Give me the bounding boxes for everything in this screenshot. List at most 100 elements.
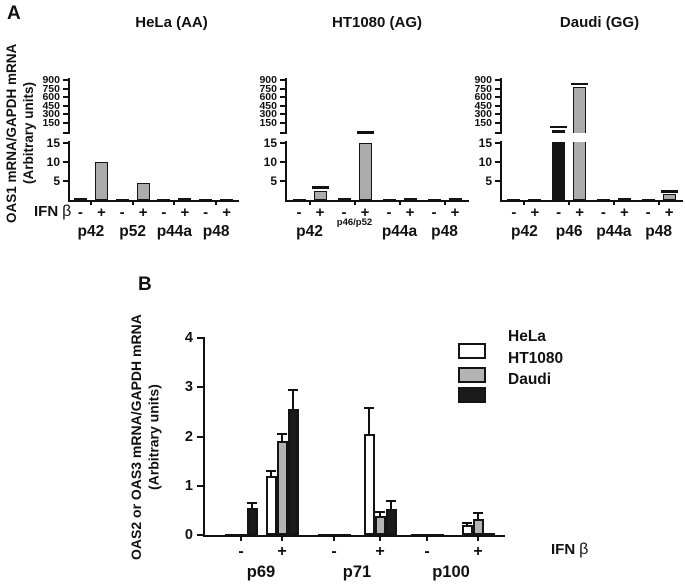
condition-label: + bbox=[450, 204, 460, 221]
error-bar-line bbox=[270, 471, 272, 479]
y-tick-mark bbox=[197, 484, 203, 487]
bar-plus bbox=[313, 190, 327, 200]
bar-plus bbox=[448, 198, 462, 200]
error-bar-cap bbox=[375, 511, 385, 514]
group-label: p48 bbox=[431, 223, 458, 240]
y-tick-mark bbox=[197, 435, 203, 438]
y-axis-break-end-tick bbox=[495, 131, 500, 134]
y-tick-mark bbox=[197, 337, 203, 339]
y-tick-mark bbox=[280, 161, 285, 163]
x-tick-mark bbox=[477, 537, 479, 541]
y-axis-break-end-tick bbox=[280, 131, 285, 134]
category-label: p71 bbox=[342, 563, 372, 581]
y-tick-mark bbox=[495, 142, 500, 144]
y-tick-mark bbox=[63, 79, 68, 81]
condition-label: - bbox=[331, 543, 337, 560]
panel-b-y-axis-label-line1: OAS2 or OAS3 mRNA/GAPDH mRNA bbox=[128, 314, 144, 560]
beta-symbol: β bbox=[579, 541, 589, 558]
group-label: p44a bbox=[156, 223, 193, 240]
x-tick-mark bbox=[657, 202, 660, 205]
bar-plus bbox=[358, 143, 372, 200]
panel-a-y-axis-label-line1: OAS1 mRNA/GAPDH mRNA bbox=[4, 43, 19, 223]
bar-hela bbox=[461, 525, 473, 535]
y-tick-label-lower: 15 bbox=[478, 136, 492, 150]
panel-a-ifn-beta-label: IFN β bbox=[34, 203, 71, 221]
y-axis-upper-segment bbox=[500, 78, 502, 134]
bar-ht1080 bbox=[472, 518, 484, 535]
y-tick-mark bbox=[495, 79, 500, 81]
x-tick-mark bbox=[131, 202, 134, 205]
bar-minus bbox=[552, 130, 566, 200]
error-bar-cap bbox=[462, 521, 472, 524]
y-tick-mark bbox=[495, 96, 500, 98]
y-tick-label-upper: 300 bbox=[474, 108, 492, 120]
group-label: p42 bbox=[77, 223, 105, 240]
panel-a-chart-ht1080: HT1080 (AG) 900 750 600 450 300 150 15 10 5- + p42-… bbox=[249, 10, 469, 247]
bar-plus bbox=[528, 198, 542, 200]
category-label: p100 bbox=[432, 563, 470, 581]
y-tick-mark bbox=[197, 386, 203, 389]
bar-minus bbox=[382, 198, 396, 200]
y-tick-mark bbox=[495, 113, 500, 115]
y-tick-label-upper: 900 bbox=[259, 74, 277, 86]
y-tick-mark bbox=[280, 79, 285, 81]
bar-plus bbox=[178, 198, 192, 200]
y-tick-label-lower: 5 bbox=[53, 174, 60, 188]
y-tick-mark bbox=[63, 104, 68, 107]
x-tick-mark bbox=[523, 202, 526, 205]
bar-daudi bbox=[339, 533, 351, 535]
chart-title: Daudi (GG) bbox=[559, 14, 640, 31]
condition-label: + bbox=[575, 204, 584, 221]
error-bar-cap bbox=[311, 186, 329, 189]
error-bar-line bbox=[292, 390, 294, 413]
panel-b-ifn-beta-label: IFN β bbox=[551, 541, 588, 559]
group-label: p44a bbox=[596, 223, 632, 240]
condition-label: + bbox=[315, 204, 325, 221]
x-tick-mark bbox=[568, 202, 571, 205]
y-tick-label-upper: 450 bbox=[474, 99, 492, 112]
y-tick-mark bbox=[280, 180, 285, 182]
y-axis-upper-segment bbox=[285, 78, 287, 134]
condition-label: + bbox=[664, 204, 674, 221]
x-tick-mark bbox=[173, 202, 176, 205]
error-bar-cap bbox=[356, 131, 374, 134]
group-label: p46 bbox=[555, 223, 583, 240]
bar-ht1080 bbox=[328, 533, 340, 535]
group-label: p44a bbox=[381, 223, 418, 240]
bar-minus bbox=[427, 198, 441, 200]
bar-daudi bbox=[385, 509, 397, 535]
panel-a-chart-hela: HeLa (AA) 900 750 600 450 300 150 15 10 5- + p42- + p… bbox=[32, 10, 239, 247]
y-tick-mark bbox=[280, 113, 285, 115]
bar-hela bbox=[363, 434, 375, 535]
y-tick-mark bbox=[495, 104, 500, 107]
y-tick-mark bbox=[280, 104, 285, 107]
condition-label: - bbox=[424, 543, 430, 560]
group-label: p52 bbox=[119, 223, 146, 240]
group-label: p42 bbox=[296, 223, 323, 240]
legend-label-ht1080: HT1080 bbox=[508, 350, 564, 367]
ifn-text: IFN bbox=[34, 203, 59, 220]
condition-label: - bbox=[645, 204, 651, 221]
y-tick-label: 1 bbox=[184, 477, 193, 494]
y-tick-mark bbox=[495, 87, 500, 90]
y-tick-mark bbox=[280, 142, 285, 144]
bar-plus bbox=[573, 86, 587, 200]
y-tick-mark bbox=[197, 534, 203, 536]
bar-hela bbox=[410, 533, 422, 535]
y-tick-label-upper: 150 bbox=[474, 116, 492, 129]
panel-a-letter: A bbox=[7, 3, 21, 24]
bar-minus bbox=[337, 198, 351, 200]
bar-minus bbox=[73, 198, 87, 200]
error-bar-line bbox=[251, 503, 253, 511]
error-bar-cap bbox=[660, 190, 678, 193]
error-bar-cap bbox=[550, 125, 568, 129]
x-axis-line bbox=[68, 200, 239, 202]
bar-minus bbox=[507, 198, 521, 200]
bar-daudi bbox=[432, 533, 444, 535]
x-tick-mark bbox=[215, 202, 218, 205]
error-bar-line bbox=[368, 409, 370, 438]
x-tick-mark bbox=[240, 537, 242, 541]
panel-b-legend: HeLa HT1080 Daudi bbox=[455, 328, 615, 413]
bar-minus bbox=[596, 198, 610, 200]
panel-b-y-axis-label-line2: (Arbitrary units) bbox=[145, 384, 162, 490]
